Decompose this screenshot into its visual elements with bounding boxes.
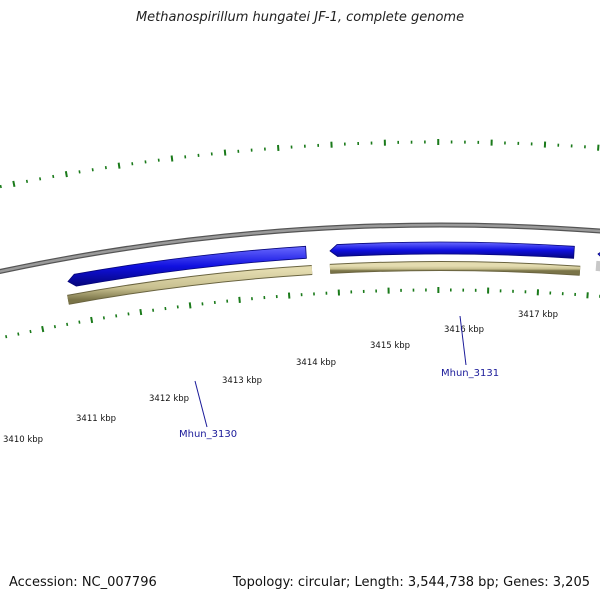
gc-inner-mark — [17, 332, 20, 336]
gc-outer-mark — [223, 149, 227, 156]
gc-inner-mark — [238, 296, 241, 303]
gc-inner-mark — [90, 316, 94, 324]
gc-inner-mark — [53, 325, 56, 329]
map-title: Methanospirillum hungatei JF-1, complete… — [135, 10, 465, 25]
feature-block — [595, 260, 600, 272]
tick-label: 3410 kbp — [3, 435, 43, 445]
gc-outer-mark — [117, 162, 121, 169]
gc-outer-mark — [170, 155, 174, 162]
gc-skew-track-inner — [5, 286, 600, 339]
gc-inner-mark — [139, 308, 143, 316]
gc-inner-mark — [41, 325, 45, 333]
gene-label-Mhun_3130: Mhun_3130 — [179, 429, 237, 440]
accession-label: Accession: NC_007796 — [9, 575, 157, 590]
tick-label: 3415 kbp — [370, 341, 410, 351]
tick-label: 3411 kbp — [76, 414, 116, 424]
cds-block — [329, 261, 581, 275]
gc-outer-mark — [64, 171, 68, 178]
tick-label: 3412 kbp — [149, 394, 189, 404]
gene-arrow-Mhun_3131 — [329, 241, 575, 259]
gene-leader-line — [459, 315, 467, 366]
genome-backbone — [0, 222, 600, 275]
tick-label: 3413 kbp — [222, 376, 262, 386]
gc-outer-mark — [0, 184, 2, 189]
genome-summary: Topology: circular; Length: 3,544,738 bp… — [232, 575, 590, 590]
gc-skew-track-outer — [0, 138, 600, 189]
gene-labels: Mhun_3130 Mhun_3131 — [179, 315, 499, 440]
gc-outer-mark — [25, 179, 29, 183]
gc-outer-mark — [39, 177, 42, 181]
gc-inner-mark — [78, 320, 81, 324]
gc-inner-mark — [5, 335, 8, 339]
tick-label: 3414 kbp — [296, 358, 336, 368]
position-ticks: 3410 kbp 3411 kbp 3412 kbp 3413 kbp 3414 kbp… — [3, 310, 558, 445]
gc-outer-mark — [12, 180, 16, 188]
gc-inner-mark — [29, 329, 32, 334]
gene-label-Mhun_3131: Mhun_3131 — [441, 368, 499, 379]
tick-label: 3417 kbp — [518, 310, 558, 320]
gene-arrow-Mhun_3130 — [67, 245, 307, 287]
tick-label: 3416 kbp — [444, 325, 484, 335]
cds-block — [67, 265, 313, 304]
gene-leader-line — [194, 380, 208, 428]
gc-outer-mark — [52, 174, 55, 179]
backbone-highlight — [0, 223, 600, 273]
gc-inner-mark — [66, 322, 69, 326]
cds-track — [67, 260, 600, 305]
gene-track — [67, 241, 600, 287]
gc-inner-mark — [188, 302, 192, 309]
